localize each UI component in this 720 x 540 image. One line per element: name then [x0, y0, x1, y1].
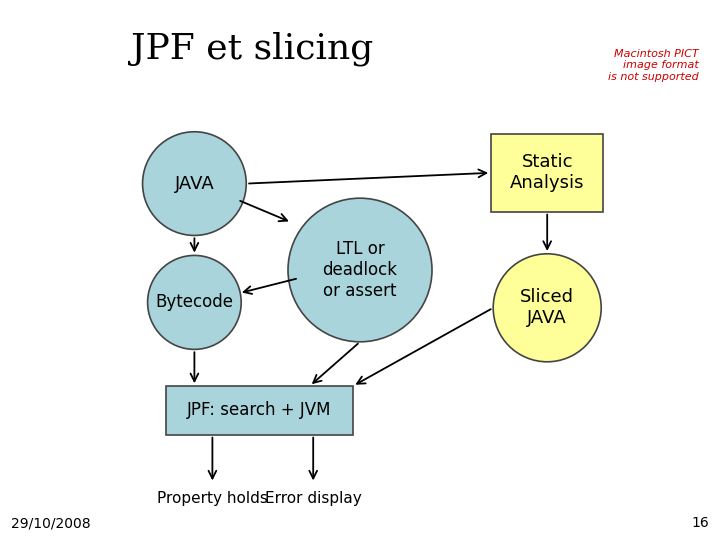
Text: LTL or
deadlock
or assert: LTL or deadlock or assert [323, 240, 397, 300]
Text: Error display: Error display [265, 491, 361, 507]
Text: Bytecode: Bytecode [156, 293, 233, 312]
Text: JPF et slicing: JPF et slicing [131, 31, 373, 66]
Text: Property holds: Property holds [157, 491, 268, 507]
Text: Sliced
JAVA: Sliced JAVA [521, 288, 575, 327]
Text: JPF: search + JVM: JPF: search + JVM [187, 401, 331, 420]
Text: 16: 16 [691, 516, 709, 530]
FancyBboxPatch shape [166, 386, 353, 435]
Ellipse shape [493, 254, 601, 362]
Text: Static
Analysis: Static Analysis [510, 153, 585, 192]
Ellipse shape [148, 255, 241, 349]
Ellipse shape [288, 198, 432, 342]
Text: JAVA: JAVA [174, 174, 215, 193]
Ellipse shape [143, 132, 246, 235]
FancyBboxPatch shape [491, 133, 603, 212]
Text: 29/10/2008: 29/10/2008 [11, 516, 91, 530]
Text: Macintosh PICT
image format
is not supported: Macintosh PICT image format is not suppo… [608, 49, 698, 82]
